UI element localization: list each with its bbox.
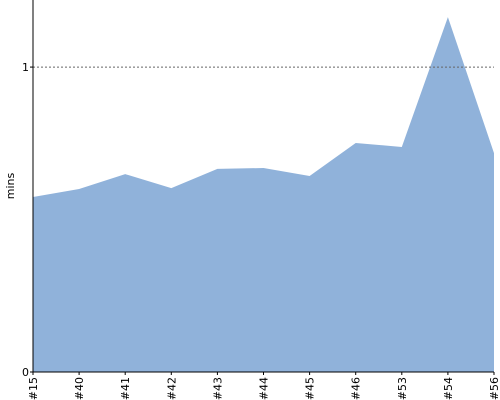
x-tick-label: #53	[396, 377, 409, 400]
x-tick-label: #46	[350, 377, 363, 400]
x-tick-label: #41	[119, 377, 132, 400]
x-tick-label: #54	[442, 377, 455, 400]
area	[33, 17, 494, 372]
y-tick-label: 0	[22, 366, 29, 379]
x-tick-label: #44	[258, 377, 271, 400]
x-tick-label: #15	[27, 377, 40, 400]
y-axis-label: mins	[4, 172, 17, 199]
x-tick-label: #40	[73, 377, 86, 400]
x-tick-label: #42	[165, 377, 178, 400]
x-tick-label: #45	[304, 377, 317, 400]
y-tick-label: 1	[22, 61, 29, 74]
x-tick-label: #43	[211, 377, 224, 400]
x-tick-label: #56	[488, 377, 500, 400]
